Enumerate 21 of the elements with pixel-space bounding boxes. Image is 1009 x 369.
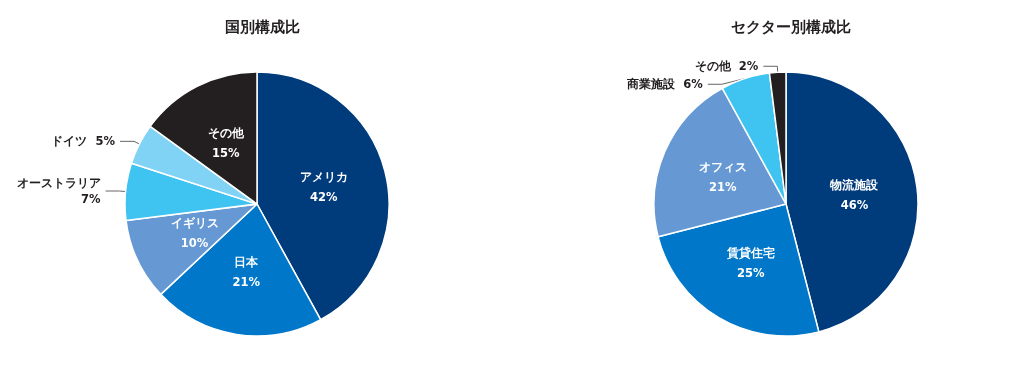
data-label: 15%: [211, 145, 240, 160]
slice-label: その他: [207, 125, 245, 140]
slice-label: 商業施設 6%: [626, 77, 704, 92]
slice-label: ドイツ 5%: [51, 134, 116, 149]
data-label: 46%: [840, 198, 869, 213]
slice-label: 賃貸住宅: [725, 246, 775, 261]
data-label: 10%: [180, 236, 209, 251]
slice-label: オーストラリア: [16, 176, 101, 191]
slice-label: 日本: [234, 255, 260, 270]
data-label: 21%: [708, 179, 737, 194]
slice-label: 物流施設: [829, 178, 880, 193]
slice-label: イギリス: [170, 216, 219, 231]
slice-label: オフィス: [698, 159, 747, 174]
data-label: 21%: [232, 275, 261, 290]
slice-label: アメリカ: [299, 169, 348, 184]
data-label: 7%: [81, 192, 102, 207]
chart-title: セクター別構成比: [731, 17, 851, 36]
slice-label: その他 2%: [694, 59, 759, 74]
data-label: 25%: [737, 266, 766, 281]
data-label: 42%: [310, 189, 339, 204]
chart-title: 国別構成比: [224, 17, 300, 36]
